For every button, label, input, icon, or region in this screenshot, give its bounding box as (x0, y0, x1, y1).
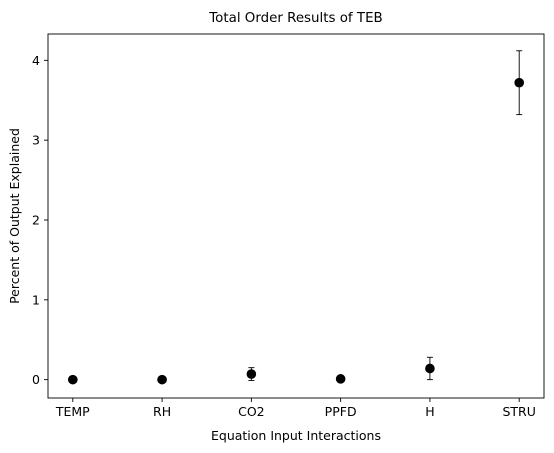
y-axis-label: Percent of Output Explained (7, 128, 22, 304)
y-axis: 0 1 2 3 4 (32, 53, 48, 387)
x-tick-label: TEMP (55, 404, 90, 419)
data-point (157, 374, 167, 385)
y-tick-label: 4 (32, 53, 40, 68)
y-tick-label: 0 (32, 372, 40, 387)
y-tick-label: 1 (32, 292, 40, 307)
data-point (246, 369, 257, 379)
x-tick-label: CO2 (238, 404, 265, 419)
x-axis: TEMP RH CO2 PPFD H STRU (55, 398, 536, 419)
chart-title: Total Order Results of TEB (208, 11, 382, 26)
data-point (514, 77, 524, 88)
x-tick-label: RH (153, 404, 171, 419)
x-tick-label: PPFD (325, 404, 357, 419)
data-point (425, 363, 435, 374)
data-point (335, 374, 346, 384)
x-axis-label: Equation Input Interactions (211, 428, 381, 443)
data-point (68, 374, 78, 385)
y-tick-label: 3 (32, 133, 40, 148)
plot-area (47, 33, 545, 399)
x-tick-label: H (425, 404, 434, 419)
data-series (68, 50, 524, 385)
x-tick-label: STRU (502, 404, 535, 419)
y-tick-label: 2 (32, 212, 40, 227)
